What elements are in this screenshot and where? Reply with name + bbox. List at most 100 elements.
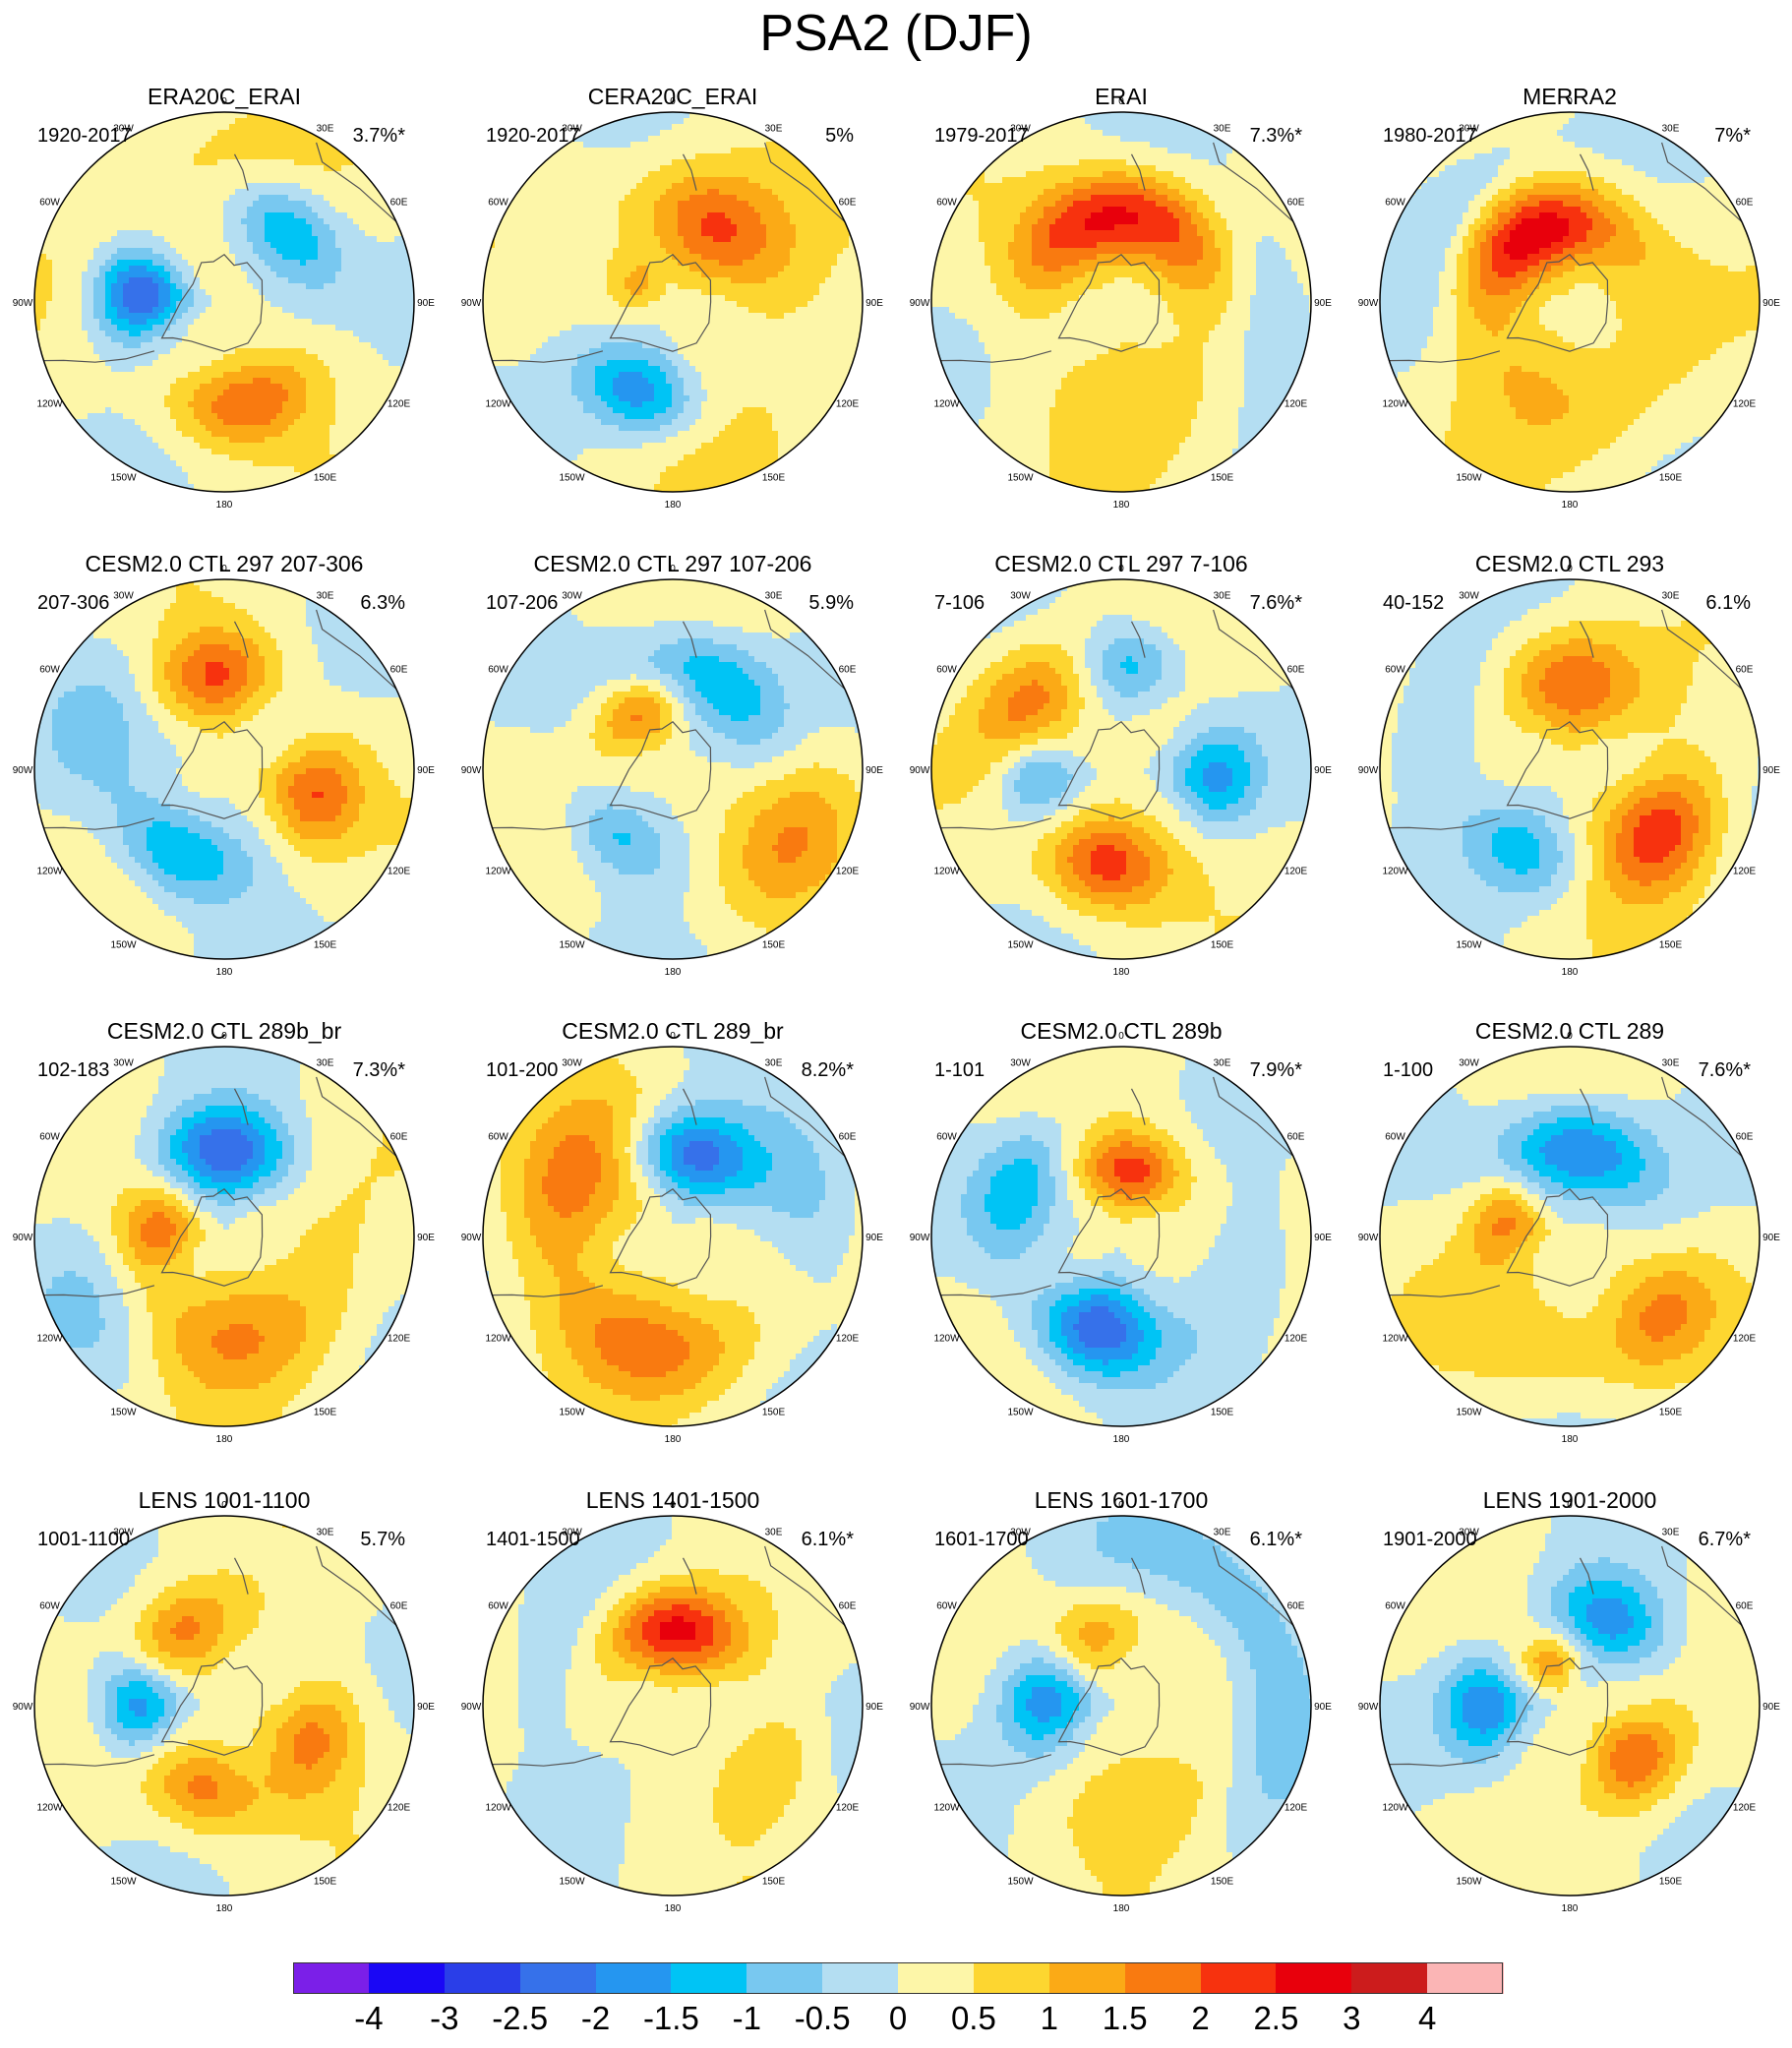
anomaly-field	[1380, 1516, 1760, 1896]
longitude-label: 60E	[390, 198, 408, 209]
new-zealand-coastline	[1579, 621, 1594, 658]
antarctica-coastline	[609, 721, 712, 819]
longitude-label: 60E	[839, 1601, 857, 1612]
antarctica-coastline	[1506, 721, 1609, 819]
polar-map: 0 30E 60E 90E 120E 150E 180 150W 120W 90W 60W 30W	[461, 96, 884, 511]
panel-title: LENS 1601-1700	[897, 1487, 1345, 1514]
map-boundary	[1379, 578, 1761, 960]
colorbar: -4 -3 -2.5 -2 -1.5 -1 -0.5 0 0.5 1 1.5 2 2.5 3 4	[293, 1962, 1504, 2045]
longitude-label: 60E	[1287, 665, 1305, 676]
longitude-label: 120E	[1284, 1334, 1308, 1345]
longitude-label: 90E	[866, 1702, 883, 1713]
south-america-coastline	[940, 817, 1052, 830]
australia-coastline	[1213, 1076, 1294, 1157]
polar-map: 0 30E 60E 90E 120E 150E 180 150W 120W 90W 60W 30W	[13, 1031, 436, 1445]
longitude-label: 150E	[1211, 1877, 1234, 1888]
longitude-label: 150E	[314, 473, 337, 484]
longitude-label: 120W	[933, 399, 960, 410]
new-zealand-coastline	[1579, 1088, 1594, 1125]
panel-variance: 5%	[825, 125, 854, 148]
colorbar-swatch	[293, 1962, 370, 1994]
longitude-label: 120W	[1382, 1803, 1408, 1814]
panel-variance: 6.1%*	[802, 1529, 854, 1551]
panel-title: LENS 1901-2000	[1345, 1487, 1792, 1514]
polar-map: 0 30E 60E 90E 120E 150E 180 150W 120W 90W 60W 30W	[1358, 1500, 1781, 1914]
australia-coastline	[1213, 1545, 1294, 1626]
longitude-label: 0	[1567, 96, 1573, 107]
longitude-label: 30W	[1459, 124, 1479, 135]
longitude-label: 120E	[1284, 867, 1308, 877]
map-panel: 0 30E 60E 90E 120E 150E 180 150W 120W 90W 60W 30W LE…	[448, 1487, 897, 1955]
australia-coastline	[764, 609, 846, 690]
longitude-label: 30E	[765, 1058, 783, 1069]
longitude-label: 30E	[1214, 1528, 1231, 1538]
south-america-coastline	[492, 350, 604, 363]
south-america-coastline	[1389, 1285, 1501, 1297]
anomaly-field	[1380, 579, 1760, 959]
longitude-label: 120E	[1733, 1334, 1757, 1345]
longitude-label: 0	[670, 96, 676, 107]
polar-map: 0 30E 60E 90E 120E 150E 180 150W 120W 90W 60W 30W	[461, 564, 884, 978]
colorbar-swatch	[1427, 1962, 1504, 1994]
map-panel: 0 30E 60E 90E 120E 150E 180 150W 120W 90W 60W 30W CE…	[448, 1018, 897, 1485]
map-boundary	[930, 111, 1312, 493]
longitude-label: 0	[1118, 1500, 1124, 1511]
map-panel: 0 30E 60E 90E 120E 150E 180 150W 120W 90W 60W 30W CE…	[897, 551, 1345, 1018]
panel-period: 1980-2017	[1383, 125, 1477, 148]
panel-variance: 6.7%*	[1699, 1529, 1751, 1551]
longitude-label: 120W	[36, 399, 63, 410]
panel-period: 1-100	[1383, 1059, 1433, 1082]
polar-map: 0 30E 60E 90E 120E 150E 180 150W 120W 90W 60W 30W	[910, 564, 1333, 978]
antarctica-coastline	[1506, 1188, 1609, 1287]
panel-title: CESM2.0 CTL 297 7-106	[897, 551, 1345, 577]
longitude-label: 150E	[314, 1408, 337, 1418]
map-panel: 0 30E 60E 90E 120E 150E 180 150W 120W 90W 60W 30W ER…	[897, 84, 1345, 551]
panel-period: 107-206	[486, 592, 558, 615]
longitude-label: 30W	[1010, 124, 1031, 135]
colorbar-swatch	[368, 1962, 446, 1994]
colorbar-label: -2.5	[492, 2000, 548, 2037]
longitude-label: 90W	[1358, 298, 1379, 309]
longitude-label: 150E	[1659, 1408, 1683, 1418]
longitude-label: 90W	[13, 765, 33, 776]
longitude-label: 90W	[910, 765, 930, 776]
map-boundary	[33, 578, 415, 960]
panel-variance: 7.6%*	[1250, 592, 1302, 615]
longitude-label: 150W	[1007, 940, 1034, 951]
longitude-label: 60E	[1736, 665, 1754, 676]
australia-coastline	[316, 609, 397, 690]
longitude-label: 90W	[910, 1233, 930, 1243]
anomaly-field	[931, 112, 1311, 492]
longitude-label: 90E	[1314, 765, 1332, 776]
longitude-label: 150W	[1456, 1408, 1482, 1418]
panel-title: MERRA2	[1345, 84, 1792, 110]
new-zealand-coastline	[233, 1088, 249, 1125]
longitude-label: 0	[670, 1500, 676, 1511]
longitude-label: 150E	[1659, 473, 1683, 484]
panel-period: 1601-1700	[934, 1529, 1029, 1551]
map-boundary	[1379, 1046, 1761, 1427]
longitude-label: 90E	[866, 1233, 883, 1243]
longitude-label: 60W	[1385, 1132, 1405, 1143]
colorbar-label: 2.5	[1253, 2000, 1298, 2037]
longitude-label: 90E	[417, 298, 435, 309]
map-panel: 0 30E 60E 90E 120E 150E 180 150W 120W 90W 60W 30W ME…	[1345, 84, 1792, 551]
longitude-label: 180	[1562, 500, 1579, 511]
map-boundary	[1379, 1515, 1761, 1897]
longitude-label: 90W	[910, 298, 930, 309]
panel-variance: 7.6%*	[1699, 1059, 1751, 1082]
longitude-label: 60E	[390, 1601, 408, 1612]
panel-title: CESM2.0 CTL 297 107-206	[448, 551, 897, 577]
longitude-label: 0	[1567, 1031, 1573, 1042]
polar-map: 0 30E 60E 90E 120E 150E 180 150W 120W 90W 60W 30W	[13, 564, 436, 978]
anomaly-field	[483, 579, 863, 959]
longitude-label: 30W	[562, 1528, 582, 1538]
panel-title: CESM2.0 CTL 289_br	[448, 1018, 897, 1045]
panel-period: 1901-2000	[1383, 1529, 1477, 1551]
longitude-label: 0	[221, 564, 227, 574]
new-zealand-coastline	[233, 153, 249, 191]
longitude-label: 60W	[936, 198, 957, 209]
colorbar-swatch	[671, 1962, 747, 1994]
antarctica-coastline	[160, 1657, 264, 1756]
